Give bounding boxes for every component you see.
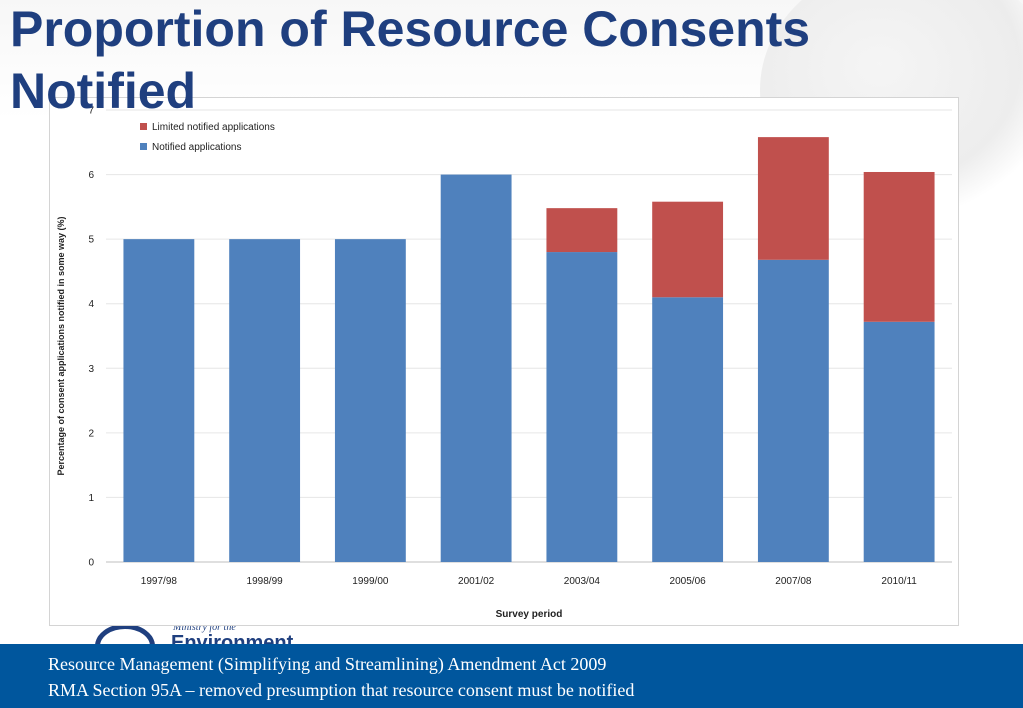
x-tick-label: 2007/08 — [775, 576, 812, 587]
bar-notified — [652, 297, 724, 562]
x-tick-label: 2003/04 — [564, 576, 601, 587]
y-tick-label: 7 — [88, 106, 94, 117]
y-axis-title: Percentage of consent applications notif… — [56, 216, 66, 475]
slide-title: Proportion of Resource Consents Notified — [10, 1, 811, 119]
x-tick-label: 1999/00 — [352, 576, 389, 587]
bar-notified — [229, 239, 301, 562]
bar-limited-notified — [757, 137, 829, 260]
bar-limited-notified — [652, 201, 724, 298]
bar-limited-notified — [863, 171, 935, 322]
bar-notified — [123, 239, 195, 562]
bar-notified — [863, 321, 935, 562]
x-tick-label: 2010/11 — [881, 576, 917, 587]
chart-container: 0 1 2 3 4 5 6 7 1997/98 1998/99 1999/00 2001/02 2003… — [49, 97, 959, 626]
bar-notified — [440, 174, 512, 563]
logo-emblem-icon — [95, 624, 155, 650]
y-tick-label: 2 — [88, 428, 94, 439]
bar-limited-notified — [546, 208, 618, 253]
y-tick-label: 5 — [88, 235, 94, 246]
stacked-bar-chart: 0 1 2 3 4 5 6 7 1997/98 1998/99 1999/00 2001/02 2003… — [56, 106, 952, 620]
legend-label: Notified applications — [152, 142, 242, 153]
y-tick-label: 6 — [88, 170, 94, 181]
bar-notified — [334, 239, 406, 562]
legend-swatch — [140, 123, 147, 130]
x-tick-label: 1997/98 — [141, 576, 178, 587]
footer-line-2: RMA Section 95A – removed presumption th… — [48, 680, 635, 700]
bar-notified — [546, 252, 618, 563]
y-tick-label: 0 — [88, 558, 94, 569]
y-tick-label: 4 — [88, 299, 94, 310]
x-tick-label: 2001/02 — [458, 576, 495, 587]
bar-notified — [757, 259, 829, 562]
x-tick-label: 1998/99 — [247, 576, 284, 587]
logo-small-text: Ministry for the — [173, 622, 236, 633]
x-tick-label: 2005/06 — [670, 576, 707, 587]
legend-swatch — [140, 143, 147, 150]
x-axis-title: Survey period — [496, 609, 563, 620]
y-tick-label: 3 — [88, 364, 94, 375]
footer-line-1: Resource Management (Simplifying and Str… — [48, 654, 607, 674]
y-tick-label: 1 — [88, 493, 94, 504]
footer-banner: Resource Management (Simplifying and Str… — [0, 644, 1023, 708]
legend-label: Limited notified applications — [152, 122, 275, 133]
